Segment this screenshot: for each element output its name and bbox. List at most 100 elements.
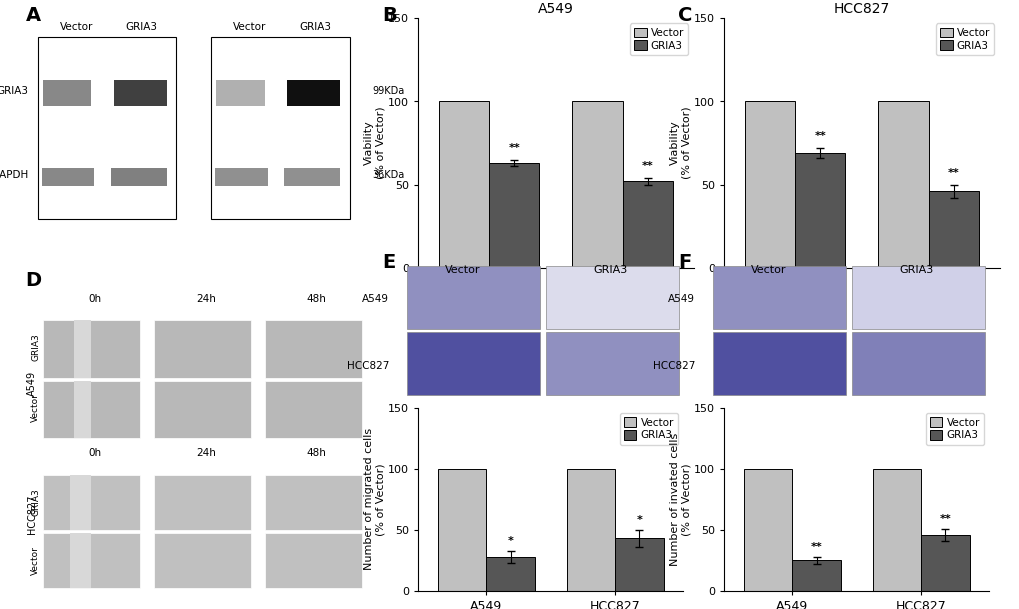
Text: **: ** — [938, 514, 951, 524]
Bar — [154, 475, 251, 530]
Bar — [265, 381, 362, 438]
Text: *: * — [636, 515, 642, 525]
Bar — [287, 80, 339, 106]
Bar — [265, 475, 362, 530]
Bar — [437, 469, 486, 591]
Legend: Vector, GRIA3: Vector, GRIA3 — [620, 414, 678, 445]
Bar — [486, 557, 534, 591]
Bar — [407, 266, 539, 329]
Text: 0h: 0h — [88, 294, 101, 304]
Text: **: ** — [810, 542, 821, 552]
Bar — [215, 168, 268, 186]
Text: GRIA3: GRIA3 — [593, 264, 628, 275]
Bar — [284, 168, 339, 186]
Bar — [407, 331, 539, 395]
Text: GRIA3: GRIA3 — [32, 333, 41, 361]
Bar — [851, 331, 984, 395]
Text: **: ** — [641, 161, 653, 171]
Y-axis label: Number of invated cells
(% of Vector): Number of invated cells (% of Vector) — [669, 433, 691, 566]
Title: HCC827: HCC827 — [833, 2, 890, 16]
Bar — [743, 469, 792, 591]
Bar — [572, 102, 623, 268]
Text: A549: A549 — [362, 294, 388, 304]
Text: HCC827: HCC827 — [28, 495, 38, 534]
Text: GRIA3: GRIA3 — [125, 22, 157, 32]
Text: GRIA3: GRIA3 — [299, 22, 330, 32]
Text: C: C — [678, 6, 692, 25]
Text: HCC827: HCC827 — [652, 361, 694, 371]
Text: 36KDa: 36KDa — [372, 171, 405, 180]
Text: E: E — [382, 253, 395, 272]
Text: Vector: Vector — [444, 264, 480, 275]
Bar — [545, 331, 679, 395]
Text: A549: A549 — [28, 371, 38, 396]
Bar — [488, 163, 539, 268]
Text: 24h: 24h — [196, 448, 215, 457]
Text: HCC827: HCC827 — [346, 361, 388, 371]
Bar — [265, 533, 362, 588]
Bar — [154, 381, 251, 438]
Text: GRIA3: GRIA3 — [32, 488, 41, 516]
Text: Vector: Vector — [32, 546, 41, 575]
Text: Vector: Vector — [233, 22, 266, 32]
Text: **: ** — [813, 132, 825, 141]
Y-axis label: Number of migrated cells
(% of Vector): Number of migrated cells (% of Vector) — [364, 428, 385, 571]
Bar — [794, 153, 845, 268]
Bar — [43, 533, 140, 588]
Bar — [216, 80, 265, 106]
Text: Vector: Vector — [32, 393, 41, 423]
Text: D: D — [25, 271, 42, 290]
Bar — [114, 80, 166, 106]
Bar — [614, 538, 663, 591]
Bar — [70, 533, 92, 588]
Bar — [43, 475, 140, 530]
Bar — [42, 168, 95, 186]
Text: B: B — [382, 6, 396, 25]
Text: Vector: Vector — [750, 264, 786, 275]
Text: A: A — [25, 6, 41, 25]
Text: GRIA3: GRIA3 — [0, 86, 29, 96]
Bar — [877, 102, 928, 268]
Text: *: * — [507, 536, 514, 546]
Bar — [154, 533, 251, 588]
Bar — [438, 102, 488, 268]
Bar — [623, 181, 673, 268]
Bar — [545, 266, 679, 329]
Text: **: ** — [507, 143, 520, 153]
Title: A549: A549 — [537, 2, 574, 16]
Bar — [43, 320, 140, 378]
Bar — [712, 266, 845, 329]
Bar — [70, 475, 92, 530]
Bar — [211, 37, 350, 219]
Y-axis label: Viability
(% of Vector): Viability (% of Vector) — [669, 107, 691, 180]
Text: 48h: 48h — [307, 448, 326, 457]
Bar — [74, 381, 92, 438]
Legend: Vector, GRIA3: Vector, GRIA3 — [935, 24, 994, 55]
Legend: Vector, GRIA3: Vector, GRIA3 — [630, 24, 688, 55]
Text: GRIA3: GRIA3 — [899, 264, 933, 275]
Text: 48h: 48h — [307, 294, 326, 304]
Bar — [712, 331, 845, 395]
Bar — [38, 37, 176, 219]
Bar — [872, 469, 920, 591]
Text: F: F — [678, 253, 691, 272]
Bar — [792, 560, 840, 591]
Text: A549: A549 — [667, 294, 694, 304]
Bar — [851, 266, 984, 329]
Legend: Vector, GRIA3: Vector, GRIA3 — [925, 414, 983, 445]
Bar — [43, 80, 92, 106]
Bar — [920, 535, 969, 591]
Bar — [744, 102, 794, 268]
Text: 24h: 24h — [196, 294, 215, 304]
Text: Vector: Vector — [60, 22, 93, 32]
Bar — [154, 320, 251, 378]
Text: **: ** — [947, 168, 959, 178]
Bar — [928, 191, 978, 268]
Text: 99KDa: 99KDa — [372, 86, 405, 96]
Bar — [74, 320, 92, 378]
Bar — [43, 381, 140, 438]
Text: 0h: 0h — [88, 448, 101, 457]
Bar — [265, 320, 362, 378]
Bar — [567, 469, 614, 591]
Text: GAPDH: GAPDH — [0, 171, 29, 180]
